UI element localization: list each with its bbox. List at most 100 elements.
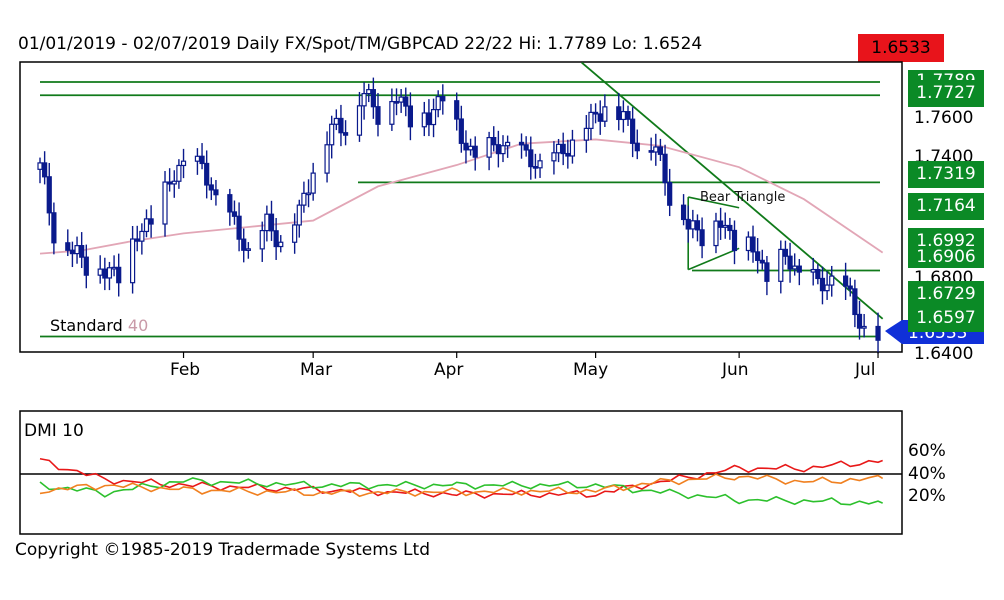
candle-body <box>467 145 474 151</box>
candle <box>555 138 562 163</box>
price-tag-2: 1.7727 <box>908 80 984 107</box>
candle <box>875 312 881 354</box>
copyright: Copyright ©1985-2019 Tradermade Systems … <box>15 540 430 560</box>
candle <box>310 162 316 201</box>
candle <box>430 98 437 138</box>
candle-body <box>83 256 89 276</box>
candle-body <box>505 141 511 147</box>
candle-body <box>750 236 756 253</box>
candle-body <box>111 266 117 270</box>
candle-body <box>523 144 529 151</box>
candle-body <box>694 220 701 231</box>
candle <box>518 133 525 159</box>
candle <box>491 126 497 152</box>
candle <box>472 136 478 171</box>
candle-body <box>398 96 404 103</box>
candle <box>324 131 330 183</box>
candles-group <box>37 77 881 354</box>
candle-body <box>755 251 761 261</box>
candle-body <box>106 267 113 279</box>
candle <box>208 177 214 201</box>
candle <box>199 143 205 170</box>
candle <box>583 115 589 153</box>
candle <box>130 225 136 294</box>
candle <box>241 228 247 263</box>
candle-body <box>690 220 696 230</box>
candle-body <box>97 268 103 276</box>
candle-body <box>227 194 233 213</box>
month-may: May <box>573 360 609 380</box>
candle <box>495 130 501 168</box>
candle-body <box>727 224 733 232</box>
candle <box>630 107 636 158</box>
candle <box>528 136 534 180</box>
candle <box>74 236 80 264</box>
ma-legend: Standard 40 <box>50 316 149 335</box>
candle <box>204 150 210 199</box>
candle-body <box>389 100 395 125</box>
candle-body <box>782 248 789 257</box>
candle-body <box>764 262 770 282</box>
candle <box>134 225 140 252</box>
candle <box>796 259 802 286</box>
candle-body <box>333 117 339 125</box>
dmi-title: DMI 10 <box>24 421 84 441</box>
candle <box>713 212 719 254</box>
candle-body <box>560 143 566 155</box>
candle <box>755 238 761 274</box>
candle-body <box>370 89 376 108</box>
candle-body <box>653 146 659 153</box>
candle <box>667 168 673 217</box>
candle <box>662 144 668 196</box>
candle-body <box>407 105 413 128</box>
dmi-series-2 <box>39 473 884 498</box>
candle <box>426 99 432 137</box>
dmi-series-1 <box>39 477 883 506</box>
candle <box>407 92 413 141</box>
candle-body <box>180 160 187 167</box>
candle <box>861 314 867 338</box>
candle <box>301 181 307 213</box>
candle <box>648 137 654 161</box>
candle-body <box>454 100 460 120</box>
candle-body <box>662 153 668 184</box>
candle <box>403 87 409 117</box>
candle <box>148 205 154 238</box>
candle-body <box>537 160 543 169</box>
candle-body <box>630 118 636 144</box>
candle-body <box>435 96 441 111</box>
candle <box>625 105 631 126</box>
candle <box>597 100 603 135</box>
candle <box>440 84 446 115</box>
price-tag-6: 1.6906 <box>908 246 984 268</box>
candle-body <box>245 248 251 251</box>
chart-header: 01/01/2019 - 02/07/2019 Daily FX/Spot/TM… <box>18 34 703 54</box>
candle <box>180 148 187 179</box>
candle <box>690 209 696 239</box>
candle-body <box>472 145 478 158</box>
candle-body <box>375 106 381 125</box>
candle <box>634 129 640 160</box>
candle-body <box>722 224 728 228</box>
candle <box>69 241 76 268</box>
candle <box>393 88 400 116</box>
candle-body <box>565 152 571 157</box>
candle <box>342 120 349 146</box>
candle-body <box>745 236 751 252</box>
candle <box>116 253 122 297</box>
candle <box>421 101 427 137</box>
triangle-upper <box>688 196 740 209</box>
candle-body <box>342 132 349 136</box>
price-tag-4: 1.7164 <box>908 193 984 220</box>
candle-body <box>518 141 525 146</box>
candle-body <box>208 184 214 191</box>
candle-body <box>852 288 858 316</box>
candle <box>264 205 270 242</box>
candle-body <box>134 238 140 242</box>
candle-body <box>583 127 589 141</box>
candle-body <box>74 245 80 255</box>
candle <box>361 82 367 120</box>
candle-body <box>551 152 557 162</box>
price-tag-3: 1.7319 <box>908 161 984 188</box>
candle-body <box>51 212 57 244</box>
